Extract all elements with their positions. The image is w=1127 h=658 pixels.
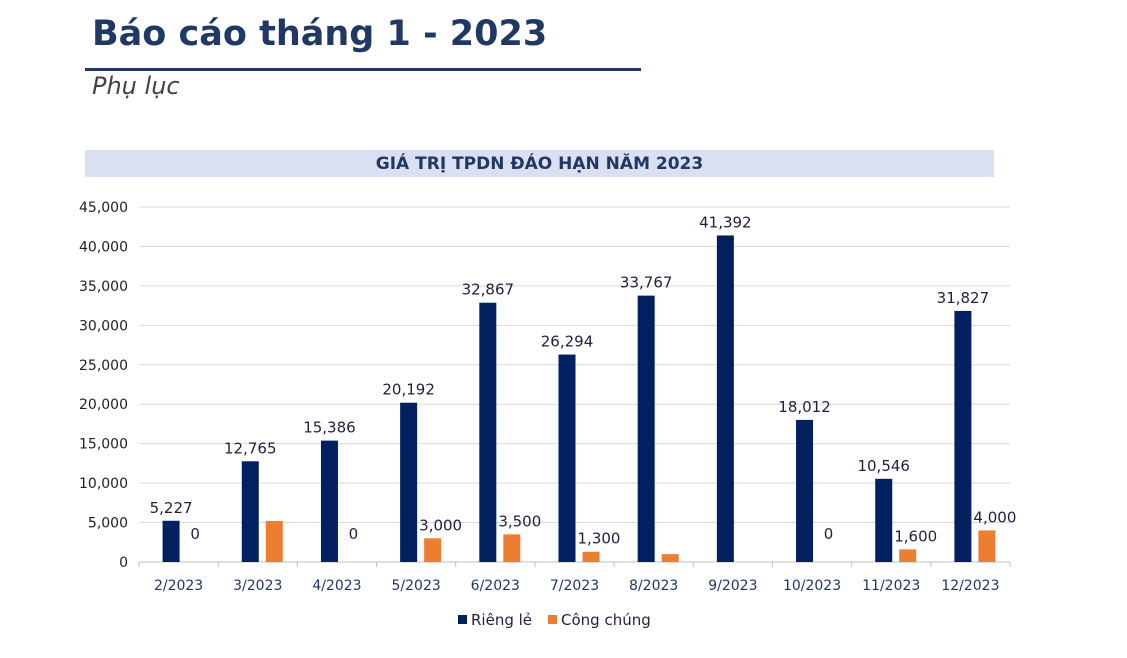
data-label: 31,827 xyxy=(937,289,990,307)
bar-cong-chung xyxy=(978,530,996,562)
bar-cong-chung xyxy=(265,520,283,562)
y-tick-label: 15,000 xyxy=(79,437,128,453)
x-tick-label: 2/2023 xyxy=(154,578,203,594)
legend-label: Riêng lẻ xyxy=(471,611,532,629)
title-underline xyxy=(85,68,641,71)
bar-rieng-le xyxy=(400,402,418,562)
data-label: 0 xyxy=(190,525,200,543)
x-tick-label: 5/2023 xyxy=(392,578,441,594)
data-label: 10,546 xyxy=(857,457,910,475)
data-label: 20,192 xyxy=(382,381,435,399)
x-tick-label: 7/2023 xyxy=(550,578,599,594)
bar-rieng-le xyxy=(796,419,814,562)
bar-rieng-le xyxy=(716,235,734,562)
y-tick-label: 40,000 xyxy=(79,239,128,255)
y-tick-label: 0 xyxy=(119,555,128,571)
y-tick-label: 35,000 xyxy=(79,279,128,295)
y-tick-label: 45,000 xyxy=(79,200,128,216)
data-label: 15,386 xyxy=(303,419,356,437)
bar-rieng-le xyxy=(637,295,655,562)
bar-cong-chung xyxy=(424,538,442,562)
data-label: 41,392 xyxy=(699,213,752,231)
data-label: 12,765 xyxy=(224,439,277,457)
x-tick-label: 10/2023 xyxy=(783,578,841,594)
x-tick-label: 8/2023 xyxy=(629,578,678,594)
bar-cong-chung xyxy=(503,534,521,562)
bar-rieng-le xyxy=(954,310,972,562)
data-label: 4,000 xyxy=(973,508,1016,526)
legend-swatch xyxy=(458,615,467,624)
bar-rieng-le xyxy=(162,520,180,562)
legend-swatch xyxy=(548,615,557,624)
data-label: 0 xyxy=(349,525,359,543)
data-label: 1,600 xyxy=(894,527,937,545)
legend-label: Công chúng xyxy=(561,611,651,629)
x-tick-label: 6/2023 xyxy=(471,578,520,594)
y-tick-label: 20,000 xyxy=(79,397,128,413)
data-label: 5,227 xyxy=(150,499,193,517)
x-tick-label: 4/2023 xyxy=(312,578,361,594)
bar-rieng-le xyxy=(479,302,497,562)
bar-cong-chung xyxy=(661,554,679,562)
chart-title-band: GIÁ TRỊ TPDN ĐÁO HẠN NĂM 2023 xyxy=(85,150,994,177)
page-subtitle: Phụ lục xyxy=(92,72,180,100)
x-tick-label: 9/2023 xyxy=(708,578,757,594)
x-tick-label: 11/2023 xyxy=(862,578,920,594)
bar-rieng-le xyxy=(241,461,259,562)
data-label: 33,767 xyxy=(620,274,673,292)
bar-rieng-le xyxy=(558,354,576,562)
data-label: 26,294 xyxy=(541,333,594,351)
x-tick-label: 3/2023 xyxy=(233,578,282,594)
data-label: 18,012 xyxy=(778,398,831,416)
y-tick-label: 25,000 xyxy=(79,358,128,374)
bar-rieng-le xyxy=(875,478,893,562)
data-label: 3,000 xyxy=(419,516,462,534)
y-tick-label: 10,000 xyxy=(79,476,128,492)
x-tick-label: 12/2023 xyxy=(941,578,999,594)
data-label: 0 xyxy=(824,525,834,543)
bar-rieng-le xyxy=(320,440,338,562)
y-tick-label: 5,000 xyxy=(88,516,128,532)
data-label: 3,500 xyxy=(498,512,541,530)
y-tick-label: 30,000 xyxy=(79,318,128,334)
data-label: 32,867 xyxy=(462,281,515,299)
chart-title: GIÁ TRỊ TPDN ĐÁO HẠN NĂM 2023 xyxy=(375,153,704,174)
page-title: Báo cáo tháng 1 - 2023 xyxy=(92,14,548,54)
bar-cong-chung xyxy=(899,549,917,562)
data-label: 1,300 xyxy=(578,530,621,548)
bar-cong-chung xyxy=(582,551,600,562)
